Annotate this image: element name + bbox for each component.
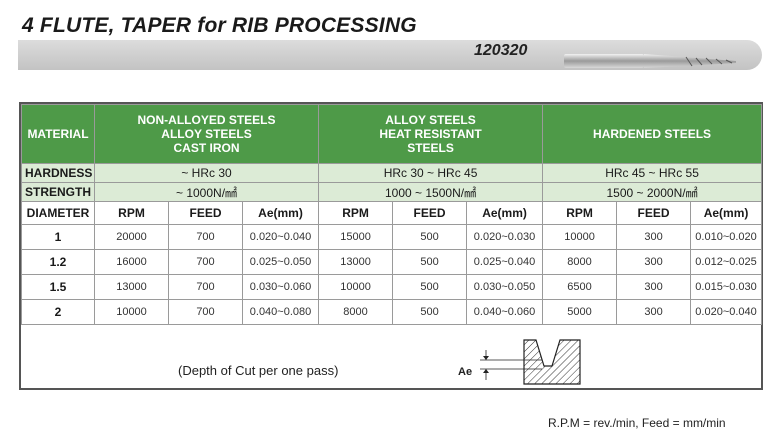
ae-cell: 0.025~0.040 bbox=[466, 249, 544, 275]
hardness-row: HARDNESS ~ HRc 30 HRc 30 ~ HRc 45 HRc 45… bbox=[21, 163, 763, 183]
column-header-row: DIAMETER RPM FEED Ae(mm) RPM FEED Ae(mm)… bbox=[21, 201, 763, 225]
rpm-cell: 20000 bbox=[94, 224, 169, 250]
rpm-cell: 8000 bbox=[542, 249, 618, 275]
feed-cell: 700 bbox=[168, 299, 243, 325]
feed-cell: 700 bbox=[168, 224, 243, 250]
rpm-cell: 6500 bbox=[542, 274, 618, 300]
strength-value: 1000 ~ 1500N/㎟ bbox=[318, 182, 544, 202]
material-group-2: ALLOY STEELS HEAT RESISTANT STEELS bbox=[318, 104, 544, 164]
diameter-cell: 2 bbox=[21, 299, 95, 325]
diameter-cell: 1.5 bbox=[21, 274, 95, 300]
table-row: 1.2 16000 700 0.025~0.050 13000 500 0.02… bbox=[21, 249, 763, 275]
table-row: 1 20000 700 0.020~0.040 15000 500 0.020~… bbox=[21, 224, 763, 250]
hardness-value: HRc 45 ~ HRc 55 bbox=[542, 163, 763, 183]
rib-depth-diagram bbox=[480, 339, 581, 385]
table-row: 2 10000 700 0.040~0.080 8000 500 0.040~0… bbox=[21, 299, 763, 325]
ae-cell: 0.040~0.080 bbox=[241, 299, 320, 325]
col-feed: FEED bbox=[616, 201, 692, 225]
depth-of-cut-note: (Depth of Cut per one pass) bbox=[178, 363, 339, 378]
col-ae: Ae(mm) bbox=[466, 201, 544, 225]
col-feed: FEED bbox=[168, 201, 243, 225]
ae-cell: 0.015~0.030 bbox=[690, 274, 763, 300]
feed-cell: 700 bbox=[168, 249, 243, 275]
feed-cell: 500 bbox=[392, 224, 468, 250]
rpm-cell: 13000 bbox=[318, 249, 394, 275]
ae-cell: 0.020~0.040 bbox=[241, 224, 320, 250]
hardness-value: ~ HRc 30 bbox=[93, 163, 320, 183]
hardness-label: HARDNESS bbox=[21, 163, 95, 183]
table-row: 1.5 13000 700 0.030~0.060 10000 500 0.03… bbox=[21, 274, 763, 300]
diameter-cell: 1 bbox=[21, 224, 95, 250]
col-rpm: RPM bbox=[94, 201, 169, 225]
feed-cell: 700 bbox=[168, 274, 243, 300]
feed-cell: 300 bbox=[616, 299, 692, 325]
material-group-1: NON-ALLOYED STEELS ALLOY STEELS CAST IRO… bbox=[93, 104, 320, 164]
col-rpm: RPM bbox=[318, 201, 394, 225]
rpm-cell: 10000 bbox=[318, 274, 394, 300]
feed-cell: 300 bbox=[616, 224, 692, 250]
feed-cell: 500 bbox=[392, 274, 468, 300]
material-header-row: MATERIAL NON-ALLOYED STEELS ALLOY STEELS… bbox=[21, 104, 763, 164]
diameter-cell: 1.2 bbox=[21, 249, 95, 275]
strength-value: 1500 ~ 2000N/㎟ bbox=[542, 182, 763, 202]
units-note: R.P.M = rev./min, Feed = mm/min bbox=[548, 416, 726, 430]
ae-dimension-label: Ae bbox=[458, 366, 473, 378]
col-ae: Ae(mm) bbox=[241, 201, 320, 225]
feed-cell: 500 bbox=[392, 249, 468, 275]
col-rpm: RPM bbox=[542, 201, 618, 225]
ae-cell: 0.025~0.050 bbox=[241, 249, 320, 275]
ae-cell: 0.020~0.040 bbox=[690, 299, 763, 325]
ae-cell: 0.030~0.060 bbox=[241, 274, 320, 300]
rpm-cell: 15000 bbox=[318, 224, 394, 250]
feed-cell: 500 bbox=[392, 299, 468, 325]
ae-cell: 0.040~0.060 bbox=[466, 299, 544, 325]
end-mill-tool-image bbox=[564, 54, 736, 68]
rpm-cell: 10000 bbox=[542, 224, 618, 250]
page-title: 4 FLUTE, TAPER for RIB PROCESSING bbox=[22, 14, 417, 37]
strength-row: STRENGTH ~ 1000N/㎟ 1000 ~ 1500N/㎟ 1500 ~… bbox=[21, 182, 763, 202]
col-ae: Ae(mm) bbox=[690, 201, 763, 225]
rpm-cell: 16000 bbox=[94, 249, 169, 275]
material-label: MATERIAL bbox=[21, 104, 95, 164]
diameter-label: DIAMETER bbox=[21, 201, 95, 225]
material-group-3: HARDENED STEELS bbox=[542, 104, 763, 164]
product-code: 120320 bbox=[474, 42, 528, 59]
rpm-cell: 5000 bbox=[542, 299, 618, 325]
ae-cell: 0.010~0.020 bbox=[690, 224, 763, 250]
hardness-value: HRc 30 ~ HRc 45 bbox=[318, 163, 544, 183]
ae-cell: 0.020~0.030 bbox=[466, 224, 544, 250]
strength-value: ~ 1000N/㎟ bbox=[93, 182, 320, 202]
col-feed: FEED bbox=[392, 201, 468, 225]
ae-cell: 0.030~0.050 bbox=[466, 274, 544, 300]
rpm-cell: 13000 bbox=[94, 274, 169, 300]
ae-cell: 0.012~0.025 bbox=[690, 249, 763, 275]
rpm-cell: 8000 bbox=[318, 299, 394, 325]
feed-cell: 300 bbox=[616, 274, 692, 300]
cutting-conditions-table: MATERIAL NON-ALLOYED STEELS ALLOY STEELS… bbox=[21, 104, 763, 325]
rpm-cell: 10000 bbox=[94, 299, 169, 325]
feed-cell: 300 bbox=[616, 249, 692, 275]
strength-label: STRENGTH bbox=[21, 182, 95, 202]
